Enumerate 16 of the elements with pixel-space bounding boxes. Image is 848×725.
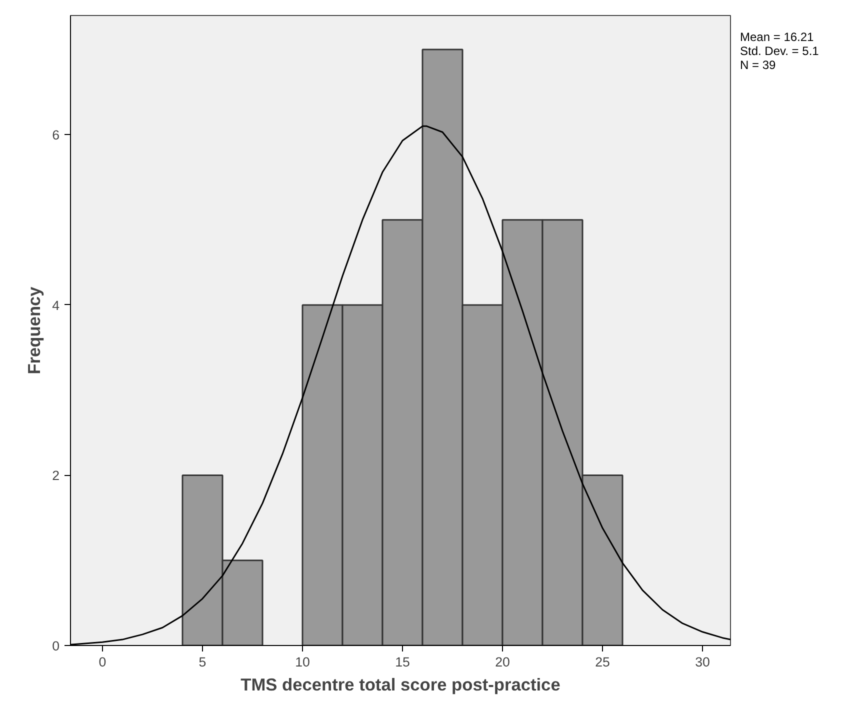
text: Mean = 16.21 bbox=[740, 30, 814, 44]
text: Std. Dev. = 5.1 bbox=[740, 44, 819, 58]
y-axis-title: Frequency bbox=[24, 286, 44, 374]
x-tick-label: 5 bbox=[198, 654, 206, 670]
x-tick-label: 30 bbox=[695, 654, 710, 670]
y-tick-label: 4 bbox=[52, 298, 60, 313]
y-tick-label: 2 bbox=[52, 468, 60, 484]
x-tick-label: 25 bbox=[595, 654, 610, 670]
x-tick-label: 0 bbox=[98, 654, 106, 670]
x-axis-title: TMS decentre total score post-practice bbox=[240, 674, 561, 694]
x-tick-label: 10 bbox=[295, 654, 310, 670]
x-tick-label: 20 bbox=[495, 654, 510, 670]
text: N = 39 bbox=[740, 58, 776, 72]
y-tick-label: 6 bbox=[52, 128, 60, 143]
y-tick-label: 0 bbox=[52, 638, 60, 654]
x-tick-label: 15 bbox=[395, 654, 410, 670]
